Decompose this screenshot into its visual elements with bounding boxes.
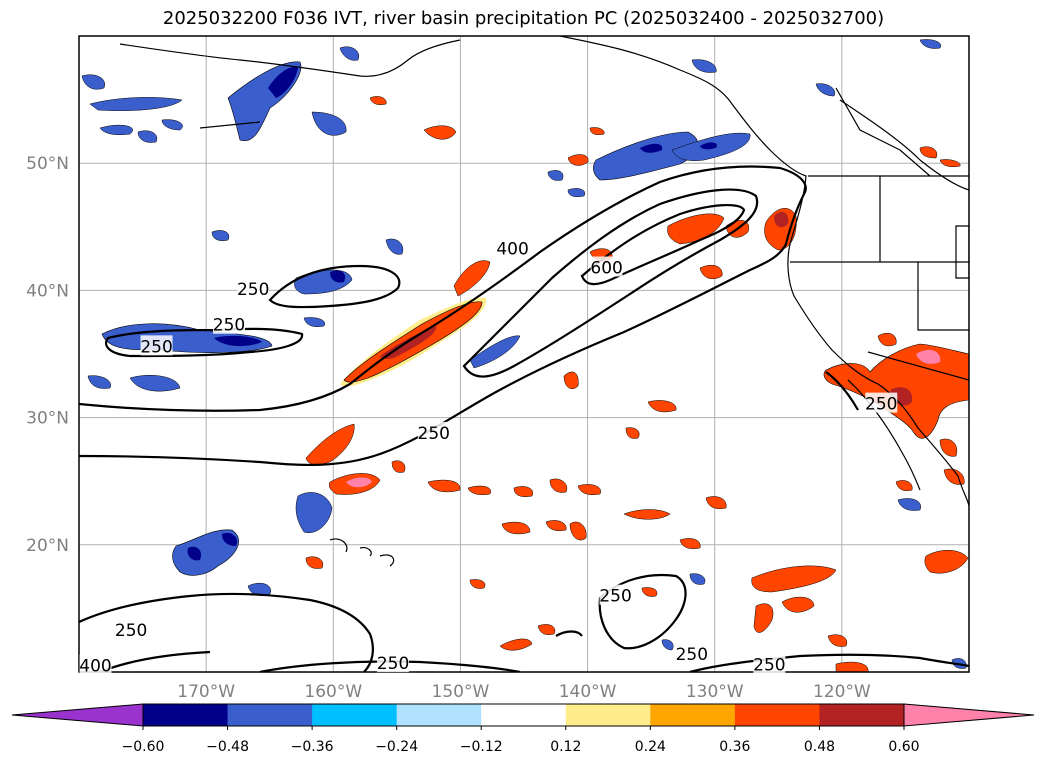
colorbar-tick-label: −0.48 [206, 739, 249, 755]
colorbar-segment [734, 704, 820, 726]
colorbar-extend-high [903, 703, 1035, 727]
contour-label: 250 [213, 316, 245, 336]
contour-label: 250 [865, 395, 897, 415]
lat-tick-label: 50°N [26, 154, 69, 174]
contour-label: 600 [590, 259, 622, 279]
contour-label-bg [753, 653, 786, 674]
lon-tick-label: 130°W [686, 682, 744, 702]
colorbar-frame [142, 703, 905, 727]
ivt-contour-250-loop-west [104, 327, 304, 358]
lon-tick-label: 160°W [304, 682, 362, 702]
latitude-tick-labels: 20°N 30°N 40°N 50°N [26, 154, 69, 556]
contour-label-bg [115, 619, 148, 640]
colorbar-tick-label: 0.36 [719, 739, 750, 755]
contour-label: 400 [79, 657, 111, 677]
coastlines-and-borders [119, 36, 969, 567]
contour-label: 250 [237, 280, 269, 300]
contour-label-bg [496, 237, 529, 258]
ivt-contour-250-se [689, 653, 969, 672]
colorbar-segment [819, 704, 905, 726]
colorbar: −0.60 −0.48 −0.36 −0.24 −0.12 0.12 0.24 0.36 0.4… [11, 703, 1035, 755]
ivt-contour-400 [462, 188, 759, 378]
contour-label-bg [377, 652, 410, 673]
ivt-contour-250-east [555, 371, 859, 637]
longitude-tick-labels: 170°W 160°W 150°W 140°W 130°W 120°W [177, 682, 871, 702]
ivt-contour-600 [580, 203, 746, 286]
lon-tick-label: 120°W [813, 682, 871, 702]
contour-label-bg [213, 313, 246, 334]
colorbar-tick-label: −0.36 [291, 739, 334, 755]
lat-tick-label: 30°N [26, 409, 69, 429]
colorbar-segment [481, 704, 567, 726]
contour-label-bg [417, 421, 450, 442]
contour-label: 250 [599, 587, 631, 607]
contour-label: 250 [753, 655, 785, 675]
ivt-contour-250-bottom [259, 660, 521, 672]
colorbar-segment [143, 704, 229, 726]
contour-label-bg [79, 654, 112, 675]
lon-tick-label: 170°W [177, 682, 235, 702]
contour-label: 250 [115, 621, 147, 641]
contour-label-bg [590, 256, 623, 277]
contour-label: 250 [418, 424, 450, 444]
lon-tick-label: 150°W [432, 682, 490, 702]
ivt-contour-250-sw [79, 592, 374, 672]
ivt-contours [79, 165, 969, 672]
ivt-contour-250-loop-south [598, 573, 687, 650]
colorbar-segment [312, 704, 398, 726]
colorbar-tick-label: 0.12 [550, 739, 581, 755]
contour-label-bg [865, 392, 898, 413]
chart-title: 2025032200 F036 IVT, river basin precipi… [162, 8, 885, 29]
colorbar-tick-label: 0.24 [635, 739, 666, 755]
colorbar-segment [565, 704, 651, 726]
colorbar-tick-label: −0.12 [460, 739, 503, 755]
colorbar-extend-low [11, 703, 144, 727]
colorbar-tick-label: −0.60 [122, 739, 165, 755]
contour-label: 250 [377, 654, 409, 674]
contour-label-bg [237, 278, 270, 299]
ivt-contour-250-main [79, 165, 807, 467]
contour-label-bg [140, 335, 173, 356]
lat-tick-label: 40°N [26, 281, 69, 301]
colorbar-segment [650, 704, 736, 726]
ivt-contour-250-loop-north [268, 264, 401, 309]
contour-label-bg [599, 584, 632, 605]
colorbar-segment [396, 704, 482, 726]
lat-tick-label: 20°N [26, 536, 69, 556]
colorbar-tick-label: 0.48 [804, 739, 835, 755]
contour-label: 250 [140, 337, 172, 357]
lon-tick-label: 140°W [559, 682, 617, 702]
contour-label: 250 [676, 645, 708, 665]
contour-label-bg [675, 643, 708, 664]
map-frame [78, 35, 970, 673]
negative-precip-pc-areas [81, 39, 967, 669]
colorbar-tick-label: 0.60 [888, 739, 919, 755]
colorbar-tick-label: −0.24 [375, 739, 418, 755]
colorbar-segment [227, 704, 313, 726]
contour-label: 400 [496, 239, 528, 259]
